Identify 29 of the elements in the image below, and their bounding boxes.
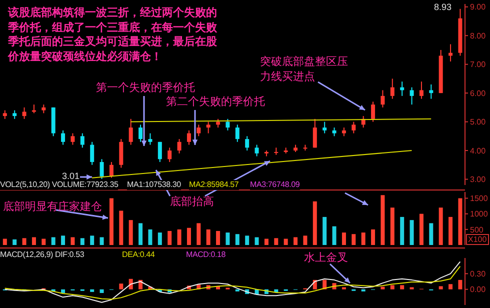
annotation: 3.01 (62, 171, 80, 181)
y-tick-label: 0.00 (470, 285, 486, 294)
annotation: MA2:85984.57 (189, 180, 239, 190)
y-tick-label: 1500 (470, 194, 488, 204)
annotation: 突破底部盘整区压力线买进点 (260, 55, 349, 85)
y-tick-label: 0.30 (470, 270, 486, 279)
y-tick-label: 8.00 (470, 31, 486, 40)
annotation: MA3:76748.09 (250, 180, 300, 190)
y-tick-label: 1000 (470, 210, 488, 219)
y-tick-label: 9.00 (470, 2, 486, 12)
y-tick-label: 7.00 (470, 60, 486, 70)
annotation: 8.93 (434, 2, 452, 13)
annotation: MA1:107538.30 (127, 180, 181, 190)
y-axis-title: X100 (466, 234, 489, 245)
y-tick-label: 4.00 (470, 146, 486, 156)
annotation: 第二个失败的季价托 (166, 96, 265, 109)
annotation: DEA:0.44 (122, 250, 155, 260)
annotation: 该股底部构筑得一波三折，经过两个失败的季价托，组成了一个三重底，在每一个失败季托后面的三金叉均可适量买进，最后在股价放量突破颈线位处必须满仓！ (8, 6, 218, 64)
annotation: MACD:0.18 (186, 250, 226, 260)
y-tick-label: 500 (470, 225, 484, 234)
annotation: VOL2(5,10,20) VOLUME:77923.35 (0, 180, 118, 190)
annotation: 底部抬高 (170, 196, 214, 209)
y-tick-label: 6.00 (470, 88, 486, 98)
y-tick-label: 5.00 (470, 118, 486, 127)
annotation: MACD(12,26,9) DIF:0.53 (0, 250, 84, 260)
annotation: 第一个失败的季价托 (96, 82, 195, 95)
annotation: 水上金叉 (304, 252, 348, 265)
y-tick-label: 3.00 (470, 175, 486, 184)
annotation: 底部明显有庄家建仓 (3, 201, 102, 214)
